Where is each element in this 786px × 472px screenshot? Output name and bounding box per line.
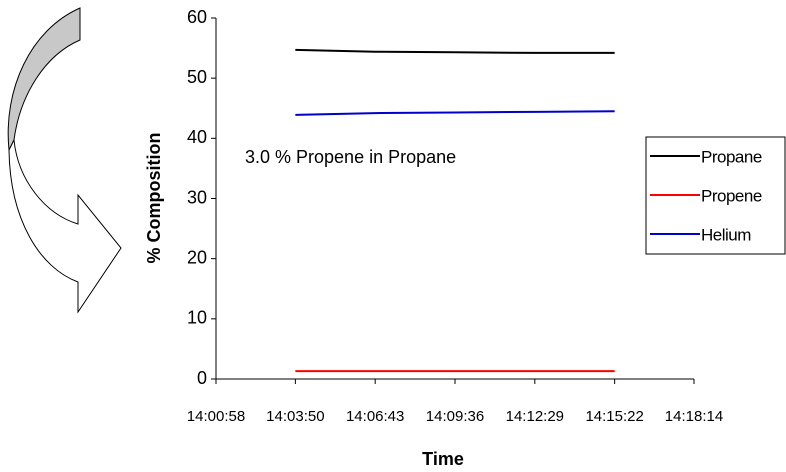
legend-label: Propene: [701, 186, 762, 205]
y-tick-label: 0: [197, 368, 207, 388]
y-tick-label: 30: [187, 187, 207, 207]
y-axis-label: % Composition: [144, 133, 164, 264]
y-tick-label: 10: [187, 308, 207, 328]
x-axis-label: Time: [422, 449, 464, 469]
x-tick-label: 14:15:22: [585, 408, 643, 425]
y-tick-label: 60: [187, 7, 207, 27]
y-tick-label: 50: [187, 67, 207, 87]
series-line: [295, 48, 615, 54]
x-tick-label: 14:09:36: [426, 408, 484, 425]
x-tick-label: 14:00:58: [187, 408, 245, 425]
x-tick-label: 14:18:14: [665, 408, 723, 425]
legend-label: Propane: [701, 147, 762, 166]
y-tick-label: 20: [187, 247, 207, 267]
annotation: 3.0 % Propene in Propane: [245, 147, 456, 167]
x-tick-label: 14:12:29: [506, 408, 564, 425]
y-tick-label: 40: [187, 127, 207, 147]
legend-label: Helium: [701, 225, 751, 244]
decorative-arrow: [7, 7, 122, 314]
x-tick-label: 14:03:50: [266, 408, 324, 425]
x-tick-label: 14:06:43: [346, 408, 404, 425]
series-line: [295, 110, 615, 116]
